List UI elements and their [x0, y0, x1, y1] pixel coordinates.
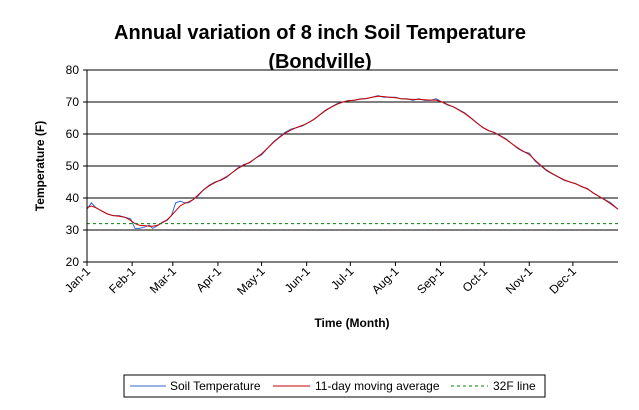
x-tick-label-jul-1: Jul-1 [328, 264, 357, 293]
y-tick-label-80: 80 [66, 63, 80, 77]
y-axis-ticks: 20 30 40 50 60 70 80 [66, 63, 87, 269]
y-axis-label: Temperature (F) [33, 121, 47, 211]
x-tick-label-sep-1: Sep-1 [414, 264, 447, 297]
x-tick-label-feb-1: Feb-1 [106, 264, 138, 296]
y-tick-label-70: 70 [66, 95, 80, 109]
x-tick-label-jun-1: Jun-1 [282, 264, 313, 295]
y-tick-label-20: 20 [66, 255, 80, 269]
y-tick-label-30: 30 [66, 223, 80, 237]
y-tick-label-40: 40 [66, 191, 80, 205]
x-tick-label-oct-1: Oct-1 [460, 264, 491, 295]
series-line-11-day-moving-average [86, 95, 619, 227]
y-tick-label-60: 60 [66, 127, 80, 141]
x-tick-label-may-1: May-1 [234, 264, 268, 298]
x-tick-label-nov-1: Nov-1 [503, 264, 536, 297]
x-axis-label: Time (Month) [314, 316, 389, 330]
x-tick-label-mar-1: Mar-1 [147, 264, 179, 296]
legend: Soil Temperature 11-day moving average 32F… [123, 374, 546, 398]
legend-label-0: Soil Temperature [170, 379, 261, 393]
x-tick-label-aug-1: Aug-1 [369, 264, 402, 297]
legend-box [123, 374, 546, 398]
legend-items: Soil Temperature 11-day moving average 32F… [130, 379, 536, 393]
legend-label-2: 32F line [493, 379, 536, 393]
y-tick-label-50: 50 [66, 159, 80, 173]
x-tick-label-apr-1: Apr-1 [193, 264, 224, 295]
gridlines [87, 69, 618, 231]
x-tick-label-dec-1: Dec-1 [546, 264, 579, 297]
series-lines [86, 95, 619, 230]
legend-label-1: 11-day moving average [315, 379, 440, 393]
chart-title-line2: (Bondville) [268, 51, 371, 73]
chart-title-line1: Annual variation of 8 inch Soil Temperat… [114, 22, 526, 44]
x-axis-ticks: Jan-1 Feb-1 Mar-1 Apr-1 May-1 Jun-1 Jul-1 Aug-1… [62, 262, 579, 298]
